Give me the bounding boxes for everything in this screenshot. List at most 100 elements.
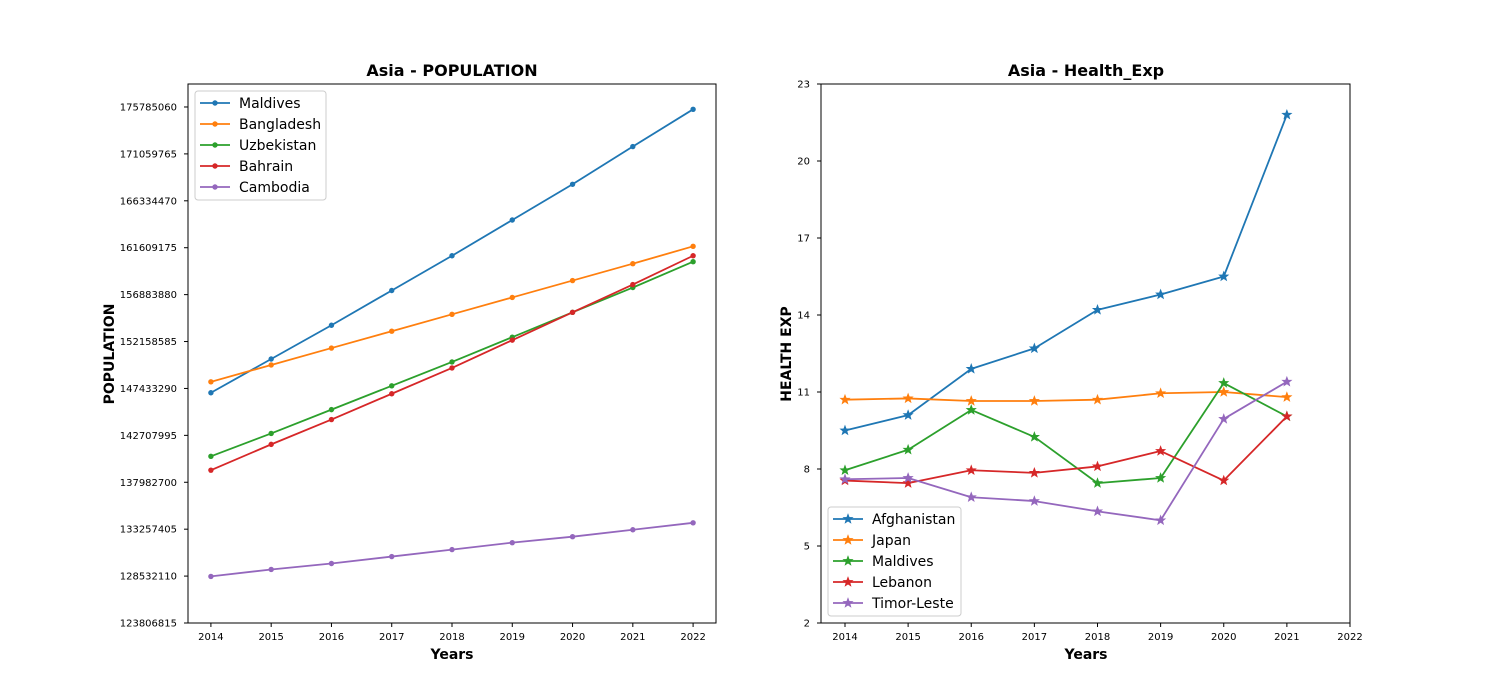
data-point-bahrain-5 [509, 337, 515, 343]
x-tick-label: 2019 [500, 632, 525, 643]
data-point-maldives-1 [902, 443, 914, 455]
legend-item: Timor-Leste [833, 596, 954, 612]
legend-item: Maldives [200, 96, 301, 112]
data-point-afghanistan-4 [1091, 304, 1104, 315]
legend-label: Afghanistan [872, 512, 955, 528]
data-point-maldives-5 [1155, 472, 1167, 483]
y-tick-label: 142707995 [120, 431, 177, 442]
y-tick-label: 152158585 [120, 337, 177, 348]
series-japan [839, 386, 1293, 406]
legend-box [827, 506, 962, 617]
data-point-legend-maldives-0 [212, 100, 218, 106]
legend: Afghanistan Japan Maldives Lebanon Timor-Les… [827, 506, 962, 617]
legend-label: Timor-Leste [871, 596, 954, 612]
y-tick-label: 161609175 [120, 243, 177, 254]
data-point-maldives-4 [449, 253, 455, 259]
series-line [844, 382, 1288, 485]
y-tick-label: 11 [797, 388, 810, 399]
data-point-bahrain-2 [328, 416, 335, 423]
y-tick-label: 17 [797, 234, 810, 245]
data-point-maldives-1 [268, 356, 274, 362]
y-tick-label: 2 [804, 619, 810, 630]
data-point-afghanistan-7 [1281, 108, 1293, 120]
legend-item: Bangladesh [200, 117, 321, 133]
data-point-uzbekistan-4 [449, 359, 455, 365]
y-tick-label: 166334470 [120, 196, 177, 207]
data-point-uzbekistan-3 [389, 383, 395, 389]
series-cambodia [208, 520, 696, 580]
series-timor-leste [839, 375, 1293, 526]
data-point-lebanon-4 [1091, 460, 1104, 472]
chart-title: Asia - POPULATION [366, 61, 537, 80]
data-point-legend-japan-0 [842, 534, 854, 545]
data-point-cambodia-8 [690, 520, 696, 526]
data-point-maldives-5 [509, 217, 515, 223]
legend-item: Afghanistan [833, 512, 955, 528]
data-point-cambodia-6 [569, 533, 576, 540]
data-point-japan-3 [1028, 395, 1040, 406]
y-tick-label: 8 [804, 465, 810, 476]
plot-frame [820, 83, 1351, 624]
data-point-japan-4 [1091, 393, 1104, 405]
data-point-legend-uzbekistan-0 [212, 142, 218, 148]
data-point-legend-lebanon-0 [842, 576, 854, 587]
data-point-maldives-3 [1028, 431, 1040, 442]
data-point-maldives-0 [839, 464, 851, 476]
x-tick-label: 2016 [959, 632, 984, 643]
data-point-timor-leste-7 [1281, 375, 1293, 387]
data-point-maldives-4 [1091, 477, 1104, 488]
data-point-legend-bangladesh-0 [212, 121, 218, 127]
legend-label: Bahrain [239, 159, 293, 175]
y-tick-label: 123806815 [120, 619, 177, 630]
data-point-lebanon-3 [1028, 466, 1040, 478]
legend-item: Japan [833, 533, 911, 549]
x-tick-label: 2018 [1085, 632, 1110, 643]
legend-item: Cambodia [200, 180, 310, 196]
data-point-afghanistan-2 [965, 363, 977, 374]
x-tick-label: 2018 [439, 632, 464, 643]
data-point-japan-6 [1218, 386, 1230, 397]
legend-label: Lebanon [872, 575, 932, 591]
data-point-bangladesh-6 [569, 277, 576, 284]
y-tick-label: 137982700 [120, 478, 177, 489]
y-tick-label: 14 [797, 311, 810, 322]
legend-item: Lebanon [833, 575, 932, 591]
data-point-cambodia-0 [208, 573, 214, 580]
legend-item: Bahrain [200, 159, 293, 175]
chart-health-exp: Asia - Health_Exp Years HEALTH EXP 2014 2… [779, 61, 1363, 663]
data-point-afghanistan-3 [1028, 342, 1040, 354]
y-tick-label: 147433290 [120, 384, 177, 395]
series-afghanistan [839, 108, 1293, 436]
data-point-bahrain-0 [208, 467, 214, 473]
data-point-maldives-0 [208, 390, 214, 396]
data-point-timor-leste-6 [1218, 413, 1230, 424]
x-tick-label: 2022 [680, 632, 705, 643]
data-point-cambodia-1 [268, 566, 274, 573]
data-point-cambodia-7 [630, 527, 636, 533]
data-point-cambodia-4 [449, 546, 455, 553]
series-line [844, 380, 1288, 522]
x-tick-label: 2016 [319, 632, 344, 643]
series-maldives [839, 377, 1293, 488]
y-tick-label: 23 [797, 80, 810, 91]
data-point-maldives-2 [965, 404, 977, 415]
x-tick-label: 2015 [895, 632, 920, 643]
data-point-legend-afghanistan-0 [842, 513, 854, 524]
data-point-bangladesh-4 [449, 311, 455, 318]
data-point-legend-bahrain-0 [212, 163, 218, 169]
y-tick-label: 20 [797, 157, 810, 168]
data-point-afghanistan-5 [1155, 288, 1167, 300]
data-point-bahrain-4 [449, 365, 455, 371]
data-point-timor-leste-2 [965, 491, 977, 502]
data-point-timor-leste-4 [1091, 505, 1104, 517]
y-axis-label: POPULATION [102, 304, 118, 405]
y-tick-label: 175785060 [120, 102, 177, 113]
data-point-bangladesh-7 [630, 260, 636, 267]
data-point-timor-leste-1 [902, 472, 914, 483]
data-point-bahrain-6 [569, 309, 576, 316]
data-point-afghanistan-6 [1218, 270, 1230, 282]
series-line [844, 391, 1287, 402]
data-point-uzbekistan-2 [328, 406, 335, 413]
data-point-bahrain-3 [389, 391, 395, 397]
y-tick-label: 5 [804, 542, 810, 553]
